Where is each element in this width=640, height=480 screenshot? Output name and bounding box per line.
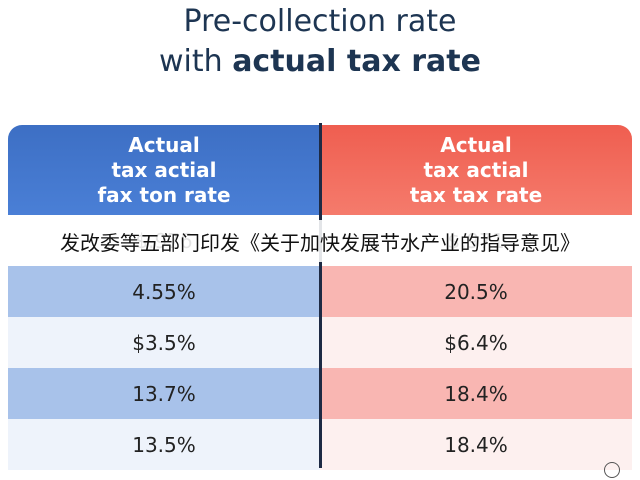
title-line1: Pre-collection rate [183,4,457,39]
title-line2: with actual tax rate [0,44,640,79]
header-line: fax ton rate [97,182,231,207]
title-regular: with [158,44,223,79]
column-header: Actual tax actial fax ton rate [8,125,320,215]
header-line: tax actial [423,157,529,182]
column-header: Actual tax actial tax tax rate [320,125,632,215]
divider [319,123,322,468]
table-cell: 18.4% [320,368,632,419]
banner: 发改委等五部门印发《关于加快发展节水产业的指导意见》 [0,220,640,262]
table-cell: 13.7% [8,368,320,419]
header-line: tax actial [111,157,217,182]
table-cell: 18.4% [320,419,632,470]
title-bold: actual tax rate [232,44,481,79]
table-cell: 4.55% [8,266,320,317]
table-cell: 13.5% [8,419,320,470]
table-cell: 20.5% [320,266,632,317]
table-cell: $6.4% [320,317,632,368]
logo [604,462,620,478]
header-line: Actual [128,132,200,157]
table-cell: $3.5% [8,317,320,368]
header-line: Actual [440,132,512,157]
header-line: tax tax rate [409,182,543,207]
